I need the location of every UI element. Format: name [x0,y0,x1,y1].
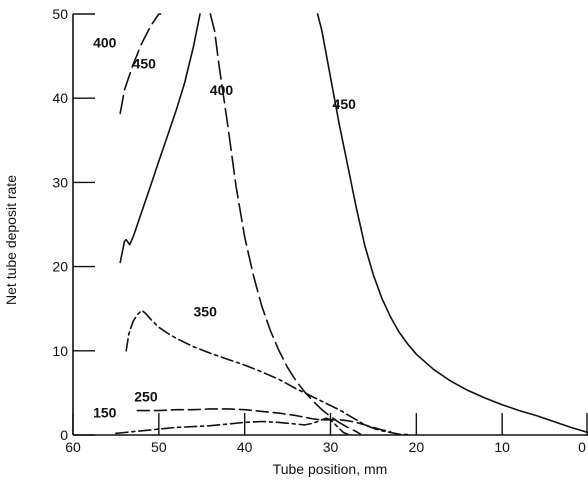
x-axis-title: Tube position, mm [273,461,388,477]
series-label-150: 150 [93,404,117,420]
series-450-line [119,13,201,264]
series-label-400: 400 [93,35,117,51]
x-tick-label: 60 [65,439,81,455]
y-axis-title: Net tube deposit rate [3,175,19,305]
series-450-line [316,13,588,434]
y-tick-label: 30 [52,174,68,190]
series-label-400: 400 [210,82,234,98]
series-label-250: 250 [134,388,158,404]
y-tick-label: 0 [60,427,68,443]
x-tick-label: 30 [323,439,339,455]
y-tick-label: 10 [52,343,68,359]
series-400-line [119,13,162,115]
x-tick-label: 40 [237,439,253,455]
x-tick-label: 0 [578,439,586,455]
ticks: 60 50 40 30 20 10 0 0 10 20 30 40 50 [52,6,588,455]
curves [115,13,588,436]
curve-labels: 400 450 400 450 350 250 150 [93,35,356,421]
series-label-450: 450 [333,96,357,112]
series-250-line [136,408,392,433]
x-tick-label: 50 [151,439,167,455]
series-400-line [209,13,362,436]
y-tick-label: 20 [52,259,68,275]
series-150-line [115,417,349,436]
x-tick-label: 10 [494,439,510,455]
y-tick-label: 50 [52,6,68,22]
y-tick-label: 40 [52,90,68,106]
series-350-line [125,309,409,436]
x-tick-label: 20 [409,439,425,455]
series-label-350: 350 [194,303,218,319]
series-label-450: 450 [133,56,157,72]
